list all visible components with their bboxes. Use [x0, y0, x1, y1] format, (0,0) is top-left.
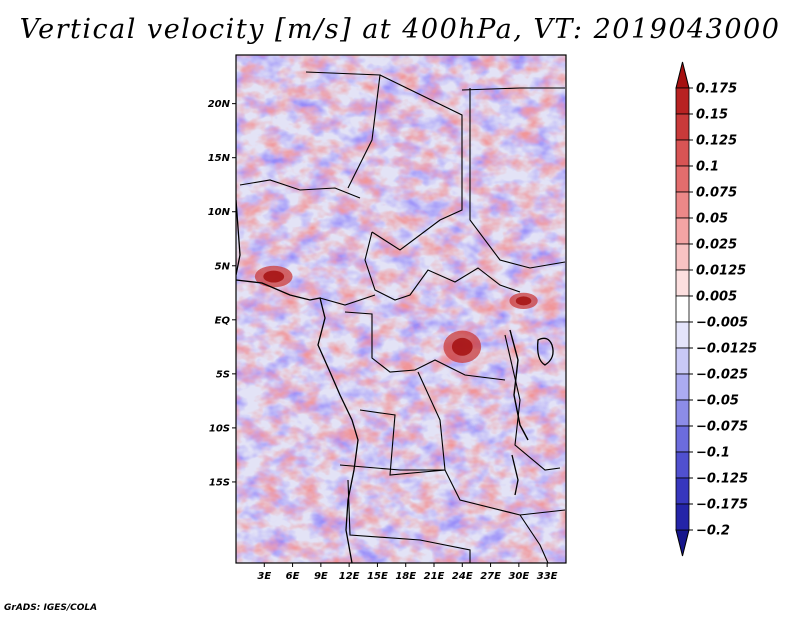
colorbar-label: 0.0125 — [696, 264, 746, 279]
colorbar-label: 0.125 — [696, 134, 737, 149]
x-tick-label: 33E — [537, 571, 558, 582]
x-tick-label: 18E — [395, 571, 416, 582]
colorbar-max-arrow — [675, 61, 690, 89]
colorbar-label: −0.2 — [696, 524, 730, 539]
x-tick-label: 30E — [508, 571, 529, 582]
colorbar-min-arrow — [675, 529, 690, 557]
colorbar-label: 0.175 — [696, 82, 737, 97]
colorbar-label: 0.1 — [696, 160, 719, 175]
ascent-core — [263, 270, 285, 283]
ascent-core — [451, 337, 473, 356]
colorbar: 0.175 0.15 0.125 0.1 0.075 0.05 0.025 0.0125 0.0… — [675, 61, 757, 557]
colorbar-label: 0.15 — [696, 108, 728, 123]
x-tick-label: 27E — [480, 571, 501, 582]
plot-frame — [235, 54, 567, 564]
colorbar-segment — [675, 139, 690, 167]
colorbar-segment — [675, 321, 690, 349]
colorbar-label: −0.175 — [696, 498, 748, 513]
colorbar-label: 0.05 — [696, 212, 728, 227]
country-borders — [239, 71, 566, 563]
colorbar-label: 0.025 — [696, 238, 737, 253]
colorbar-label: 0.005 — [696, 290, 737, 305]
colorbar-label: −0.0125 — [696, 342, 757, 357]
colorbar-segment — [675, 87, 690, 115]
colorbar-segment — [675, 503, 690, 531]
x-tick-label: 9E — [314, 571, 328, 582]
colorbar-segment — [675, 373, 690, 401]
x-tick-label: 21E — [424, 571, 445, 582]
y-tick-label: EQ — [215, 315, 231, 326]
colorbar-label: −0.075 — [696, 420, 748, 435]
y-tick-label: 10S — [209, 423, 230, 434]
y-tick-label: 10N — [208, 207, 231, 218]
colorbar-segment — [675, 347, 690, 375]
x-tick-label: 15E — [367, 571, 388, 582]
colorbar-label: −0.025 — [696, 368, 748, 383]
x-tick-label: 6E — [286, 571, 300, 582]
colorbar-label: −0.05 — [696, 394, 739, 409]
colorbar-segment — [675, 243, 690, 271]
colorbar-label: 0.075 — [696, 186, 737, 201]
y-tick-label: 15N — [208, 153, 231, 164]
colorbar-segment — [675, 399, 690, 427]
x-tick-label: 3E — [257, 571, 271, 582]
y-tick-label: 5S — [216, 369, 230, 380]
colorbar-segment — [675, 113, 690, 141]
colorbar-segment — [675, 191, 690, 219]
colorbar-segment — [675, 295, 690, 323]
x-tick-label: 24E — [452, 571, 473, 582]
colorbar-label: −0.005 — [696, 316, 748, 331]
y-tick-label: 20N — [208, 99, 231, 110]
y-tick-label: 15S — [209, 477, 230, 488]
colorbar-segment — [675, 165, 690, 193]
colorbar-label: −0.125 — [696, 472, 748, 487]
chart-title: Vertical velocity [m/s] at 400hPa, VT: 2… — [19, 14, 781, 45]
y-axis: 20N 15N 10N 5N EQ 5S 10S 15S — [208, 99, 236, 488]
velocity-field — [236, 55, 566, 563]
grads-credit: GrADS: IGES/COLA — [4, 603, 98, 613]
colorbar-segment — [675, 269, 690, 297]
colorbar-segment — [675, 451, 690, 479]
colorbar-label: −0.1 — [696, 446, 730, 461]
ascent-core — [515, 296, 532, 306]
y-tick-label: 5N — [215, 261, 231, 272]
coastline — [236, 199, 554, 563]
x-axis: 3E 6E 9E 12E 15E 18E 21E 24E 27E 30E 33E — [257, 563, 558, 582]
x-tick-label: 12E — [339, 571, 360, 582]
colorbar-segment — [675, 425, 690, 453]
colorbar-segment — [675, 477, 690, 505]
colorbar-segment — [675, 217, 690, 245]
